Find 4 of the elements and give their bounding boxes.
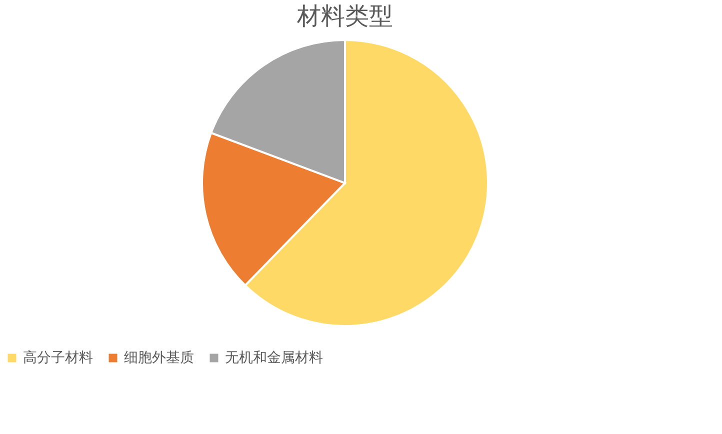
legend-label: 无机和金属材料 [225, 350, 323, 366]
legend-label: 细胞外基质 [124, 350, 194, 366]
legend-label: 高分子材料 [23, 350, 93, 366]
chart-title: 材料类型 [296, 2, 393, 30]
